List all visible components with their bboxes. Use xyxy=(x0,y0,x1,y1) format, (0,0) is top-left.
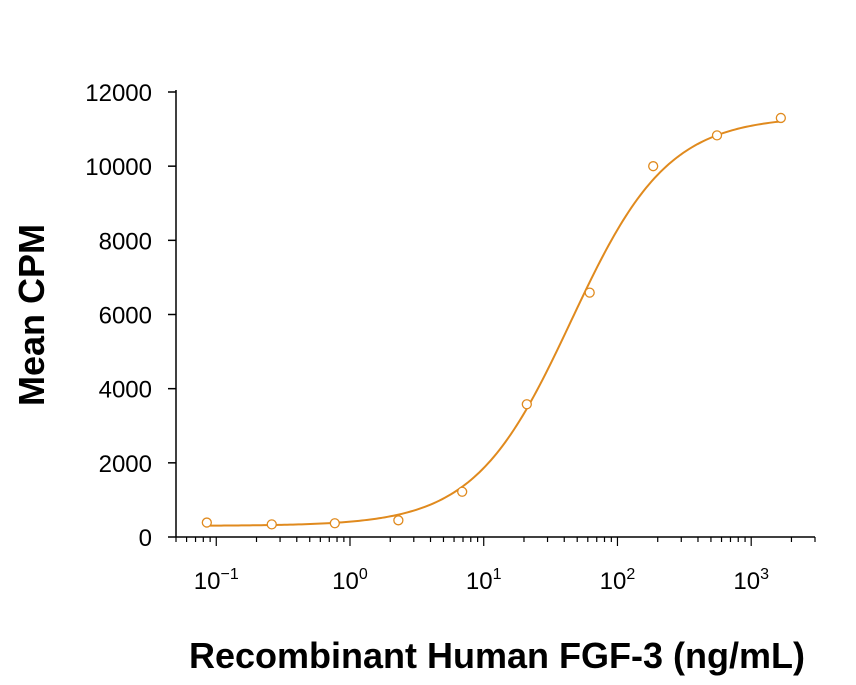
y-tick-label: 0 xyxy=(139,525,152,552)
x-tick-label: 100 xyxy=(332,566,368,595)
data-point xyxy=(648,161,659,172)
y-tick-label: 6000 xyxy=(99,303,152,330)
data-point xyxy=(521,399,532,410)
data-points xyxy=(201,112,786,530)
y-tick-label: 12000 xyxy=(85,80,152,107)
fit-curve xyxy=(206,120,781,527)
x-tick-label: 103 xyxy=(733,566,769,595)
data-point xyxy=(457,486,468,497)
y-tick-label: 2000 xyxy=(99,451,152,478)
y-tick-label: 10000 xyxy=(85,154,152,181)
data-point xyxy=(393,515,404,526)
x-tick-label: 10−1 xyxy=(194,566,239,595)
x-tick-label: 102 xyxy=(600,566,636,595)
y-tick-label: 4000 xyxy=(99,377,152,404)
axes xyxy=(175,90,815,538)
data-point xyxy=(775,112,786,124)
y-axis-title: Mean CPM xyxy=(11,224,52,406)
data-point xyxy=(266,519,277,530)
x-axis-title: Recombinant Human FGF-3 (ng/mL) xyxy=(189,635,805,676)
x-tick-label: 101 xyxy=(466,566,502,595)
y-tick-label: 8000 xyxy=(99,228,152,255)
data-point xyxy=(584,287,595,298)
data-point xyxy=(711,130,723,141)
data-point xyxy=(201,517,212,528)
y-axis-ticks: 0 2000 4000 6000 8000 10000 12000 xyxy=(85,80,176,552)
x-axis-ticks: 10−1 100 101 102 103 xyxy=(175,537,816,595)
data-point xyxy=(329,518,340,529)
